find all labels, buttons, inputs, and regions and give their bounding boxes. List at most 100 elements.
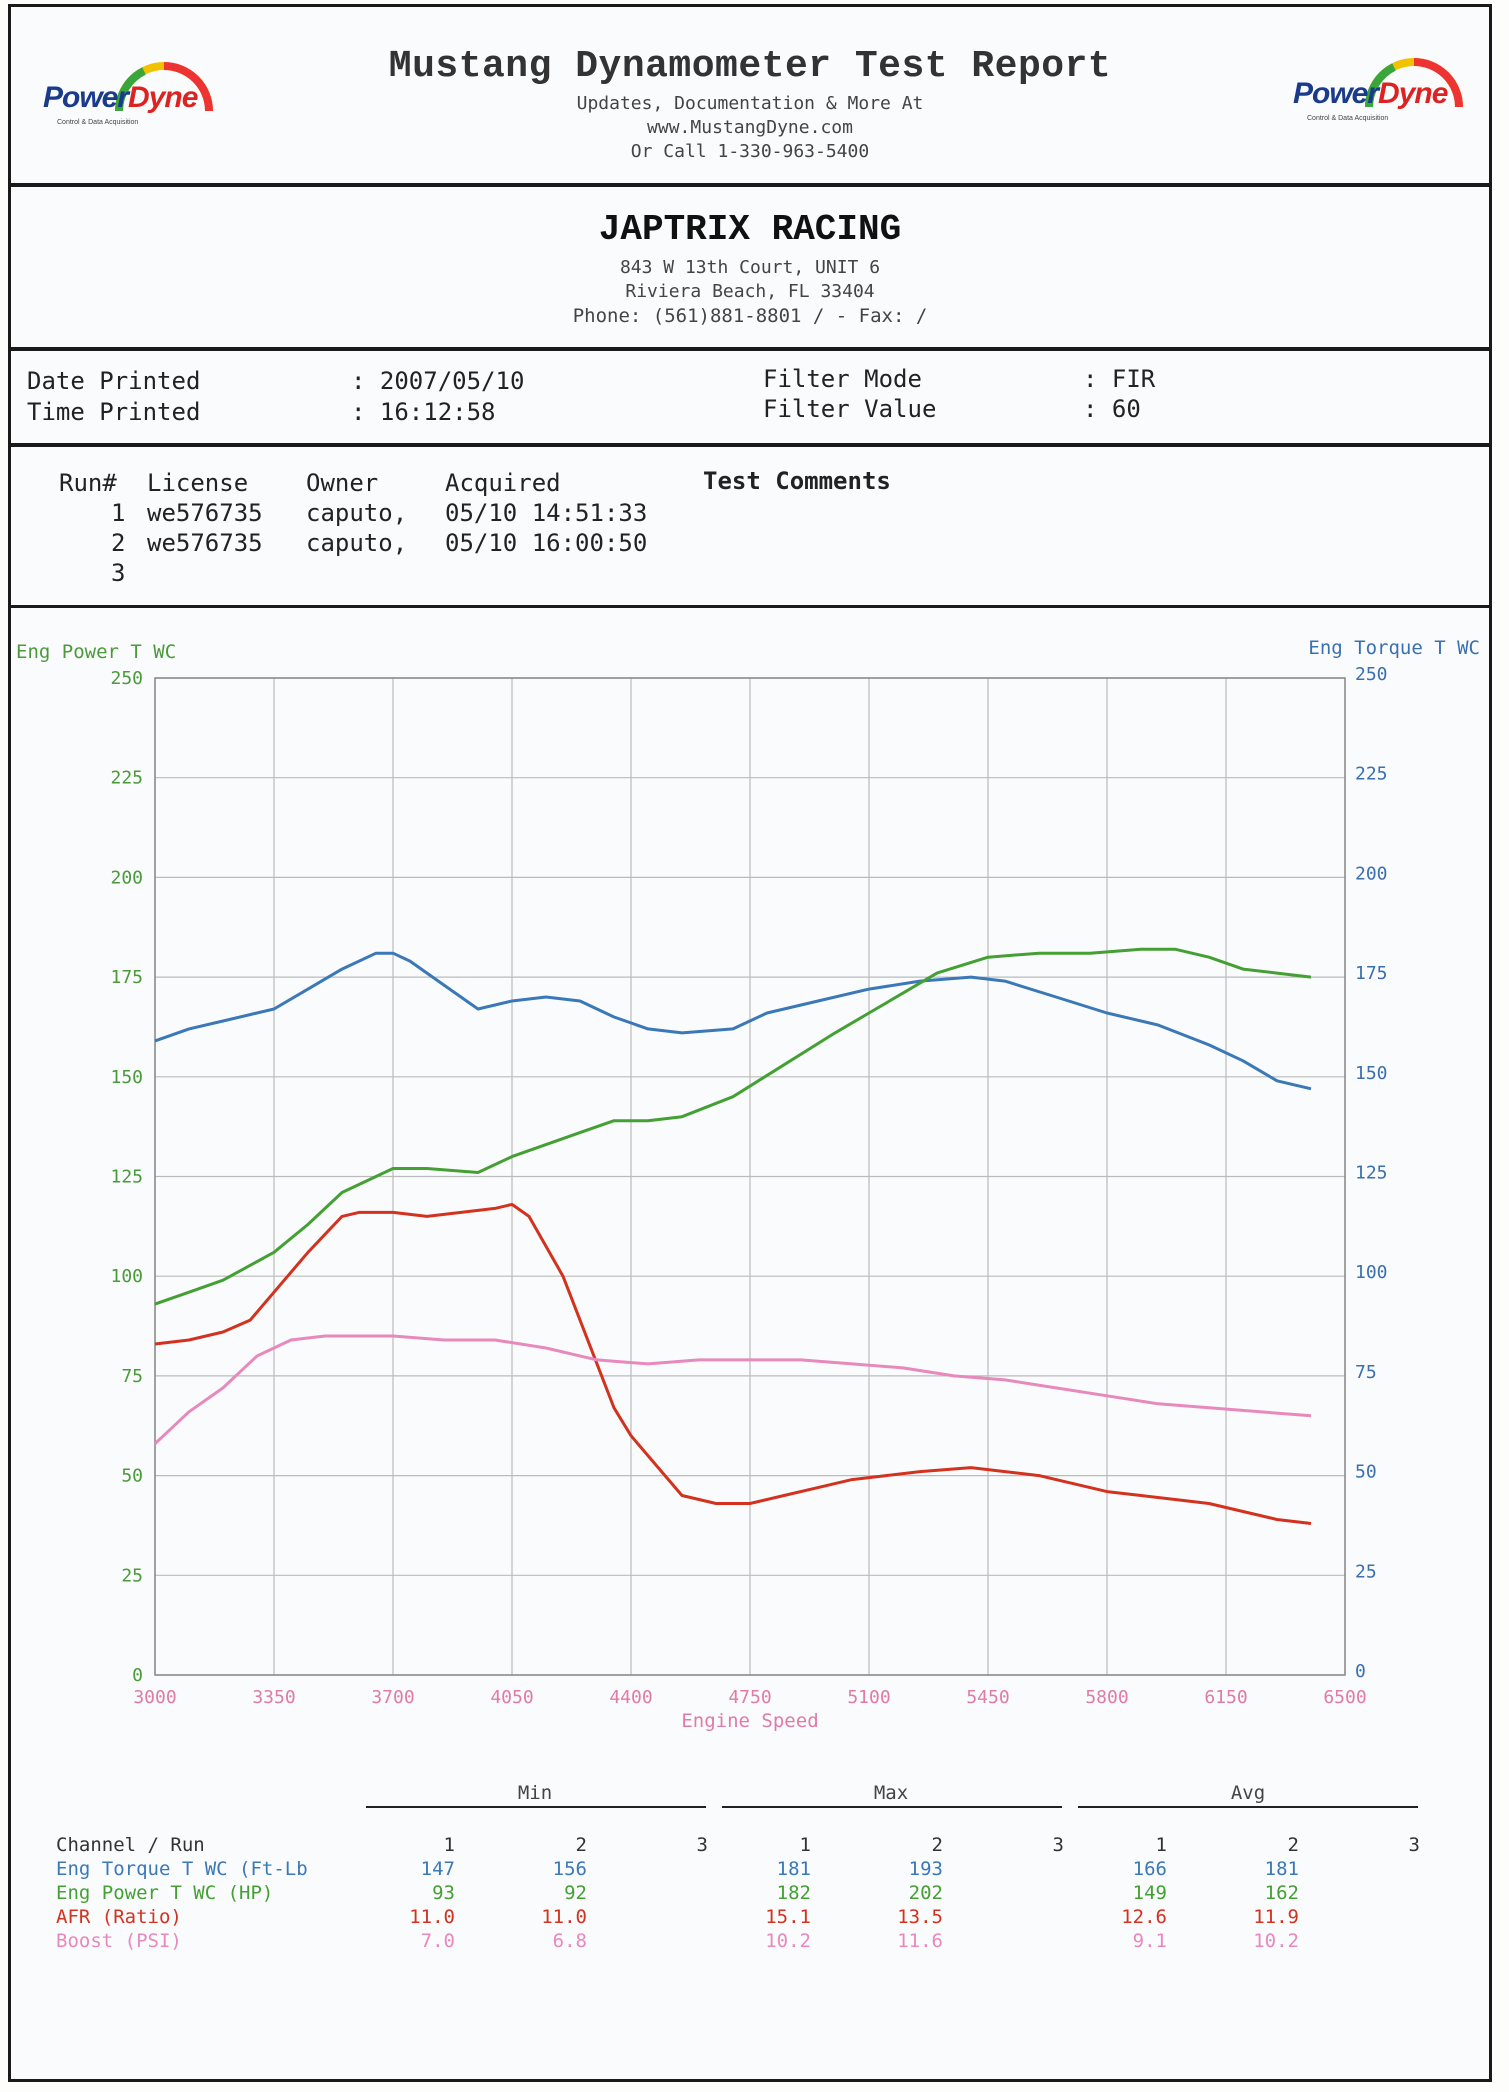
time-label: Time Printed — [27, 398, 201, 426]
x-axis-label: Engine Speed — [681, 1710, 818, 1732]
time-value: : 16:12:58 — [351, 398, 496, 426]
stats-value: 13.5 — [897, 1906, 943, 1928]
stats-run-header: 1 — [799, 1834, 811, 1856]
stats-run-header: 2 — [575, 1834, 587, 1856]
stats-value: 193 — [908, 1858, 943, 1880]
x-tick-label: 6500 — [1323, 1687, 1366, 1708]
x-tick-label: 6150 — [1204, 1687, 1247, 1708]
stats-channel-name: Boost (PSI) — [56, 1930, 182, 1952]
stats-value: 182 — [776, 1882, 811, 1904]
y-tick-label-left: 75 — [121, 1366, 143, 1387]
stats-value: 10.2 — [765, 1930, 811, 1952]
filter-value-value: : 60 — [1083, 395, 1141, 423]
runs-table: Run# License Owner Acquired Test Comment… — [8, 444, 1492, 608]
date-value: : 2007/05/10 — [351, 367, 525, 395]
powerdyne-logo-right: PowerDyne Control & Data Acquisition — [1273, 55, 1483, 135]
stats-value: 11.0 — [409, 1906, 455, 1928]
y-tick-label-left: 175 — [110, 967, 143, 988]
y-tick-label-right: 200 — [1355, 863, 1388, 884]
report-header: PowerDyne Control & Data Acquisition Pow… — [8, 4, 1492, 186]
y-tick-label-left: 25 — [121, 1565, 143, 1586]
y-tick-label-right: 50 — [1355, 1462, 1377, 1483]
y-tick-label-right: 175 — [1355, 963, 1388, 984]
x-tick-label: 3350 — [252, 1687, 295, 1708]
y-axis-label-right: Eng Torque T WC — [1308, 637, 1480, 659]
y-tick-label-right: 250 — [1355, 664, 1388, 685]
x-tick-label: 4400 — [609, 1687, 652, 1708]
series-line-boost — [153, 1334, 1312, 1445]
stats-run-header: 3 — [1052, 1834, 1064, 1856]
run-license: we576735 — [147, 529, 263, 557]
stats-value: 156 — [552, 1858, 587, 1880]
x-tick-label: 3700 — [371, 1687, 414, 1708]
stats-table: Min Max Avg Channel / Run 1 2 3 1 2 3 1 2 3 Eng Torqu… — [0, 1770, 1509, 1990]
logo-wordmark: PowerDyne — [43, 81, 198, 114]
run-acquired: 05/10 16:00:50 — [445, 529, 648, 557]
y-tick-label-right: 150 — [1355, 1063, 1388, 1084]
shop-address-1: 843 W 13th Court, UNIT 6 — [619, 257, 881, 278]
filter-mode-label: Filter Mode — [763, 365, 922, 393]
y-tick-label-right: 100 — [1355, 1262, 1388, 1283]
gauge-icon — [1365, 58, 1463, 108]
stats-value: 181 — [776, 1858, 811, 1880]
shop-address-2: Riviera Beach, FL 33404 — [625, 281, 875, 302]
gauge-icon — [115, 62, 213, 112]
stats-run-header: 2 — [931, 1834, 943, 1856]
group-underline — [722, 1806, 1062, 1808]
stats-channel-name: Eng Power T WC (HP) — [56, 1882, 274, 1904]
stats-value: 11.9 — [1253, 1906, 1299, 1928]
stats-value: 202 — [908, 1882, 943, 1904]
x-tick-label: 4050 — [490, 1687, 533, 1708]
stats-channel-name: AFR (Ratio) — [56, 1906, 182, 1928]
print-meta: Date Printed : 2007/05/10 Time Printed :… — [8, 348, 1492, 446]
runs-header-owner: Owner — [306, 469, 379, 497]
stats-value: 147 — [420, 1858, 455, 1880]
y-tick-label-left: 250 — [110, 668, 143, 689]
shop-info: JAPTRIX RACING 843 W 13th Court, UNIT 6 … — [8, 184, 1492, 350]
logo-tagline: Control & Data Acquisition — [1307, 115, 1389, 122]
run-number: 1 — [111, 499, 126, 527]
logo-tagline: Control & Data Acquisition — [57, 119, 139, 126]
stats-value: 162 — [1264, 1882, 1299, 1904]
y-tick-label-left: 125 — [110, 1167, 143, 1188]
stats-value: 12.6 — [1121, 1906, 1167, 1928]
group-underline — [366, 1806, 706, 1808]
y-tick-label-left: 150 — [110, 1067, 143, 1088]
run-number: 2 — [111, 529, 126, 557]
y-tick-label-right: 125 — [1355, 1163, 1388, 1184]
runs-header-license: License — [147, 469, 249, 497]
y-tick-label-left: 0 — [132, 1665, 143, 1686]
filter-value-label: Filter Value — [763, 395, 937, 423]
stats-value: 9.1 — [1132, 1930, 1167, 1952]
y-tick-label-left: 50 — [121, 1466, 143, 1487]
stats-value: 93 — [432, 1882, 455, 1904]
runs-header-acquired: Acquired — [445, 469, 561, 497]
powerdyne-logo-left: PowerDyne Control & Data Acquisition — [23, 59, 233, 139]
stats-group-header: Max — [873, 1782, 909, 1804]
stats-value: 6.8 — [552, 1930, 587, 1952]
x-tick-label: 4750 — [728, 1687, 771, 1708]
stats-value: 11.0 — [541, 1906, 587, 1928]
stats-run-header: 3 — [1408, 1834, 1420, 1856]
y-tick-label-right: 0 — [1355, 1661, 1366, 1682]
run-owner: caputo, — [306, 529, 408, 557]
stats-value: 7.0 — [420, 1930, 455, 1952]
y-axis-label-left: Eng Power T WC — [16, 641, 176, 663]
x-tick-label: 5450 — [966, 1687, 1009, 1708]
shop-name: JAPTRIX RACING — [598, 209, 902, 250]
y-tick-label-right: 25 — [1355, 1561, 1377, 1582]
stats-channel-name: Eng Torque T WC (Ft-Lb — [56, 1858, 308, 1880]
logo-wordmark: PowerDyne — [1293, 77, 1448, 110]
x-tick-label: 3000 — [133, 1687, 176, 1708]
y-tick-label-left: 100 — [110, 1266, 143, 1287]
report-subtitle-3: Or Call 1-330-963-5400 — [630, 141, 870, 162]
x-tick-label: 5100 — [847, 1687, 890, 1708]
y-tick-label-left: 200 — [110, 867, 143, 888]
stats-value: 15.1 — [765, 1906, 811, 1928]
x-tick-label: 5800 — [1085, 1687, 1128, 1708]
series-line-afr — [154, 1202, 1312, 1525]
run-number: 3 — [111, 559, 126, 587]
y-tick-label-right: 75 — [1355, 1362, 1377, 1383]
shop-phone: Phone: (561)881-8801 / - Fax: / — [572, 305, 928, 327]
run-owner: caputo, — [306, 499, 408, 527]
